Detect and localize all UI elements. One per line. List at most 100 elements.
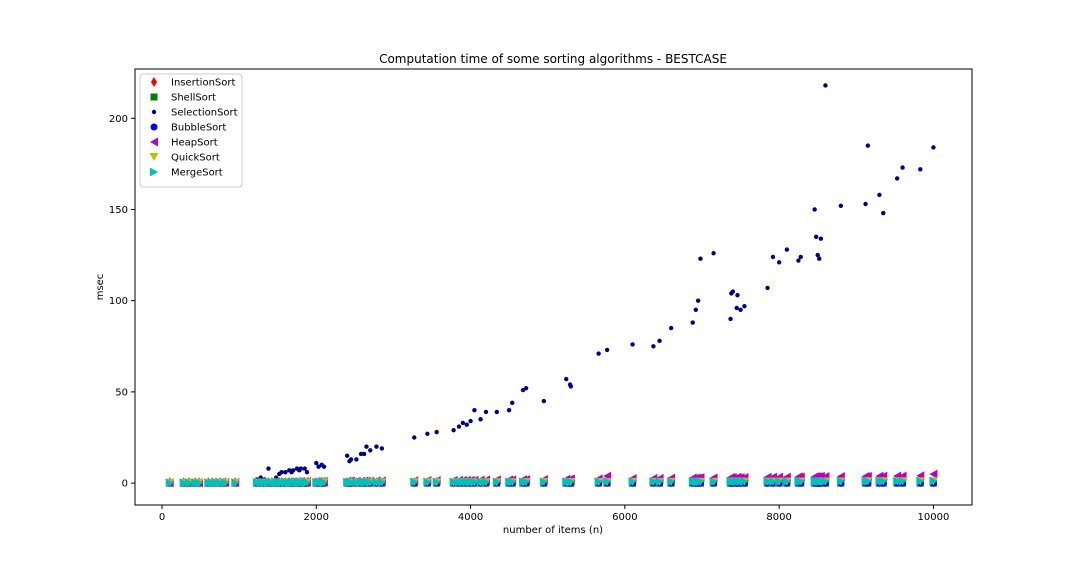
data-point-selectionsort: [765, 285, 770, 291]
data-point-selectionsort: [863, 201, 868, 207]
data-point-mergesort: [763, 476, 772, 486]
data-point-mergesort: [667, 477, 676, 487]
legend-item-bubblesort: BubbleSort: [150, 123, 226, 134]
data-point-mergesort: [320, 477, 328, 487]
data-point-mergesort: [470, 477, 479, 487]
data-point-selectionsort: [813, 234, 819, 240]
data-point-selectionsort: [596, 351, 601, 356]
data-point-mergesort: [594, 477, 603, 487]
data-point-selectionsort: [734, 305, 739, 311]
data-point-selectionsort: [302, 466, 307, 471]
data-point-selectionsort: [690, 320, 695, 325]
data-point-selectionsort: [494, 409, 499, 415]
data-point-mergesort: [879, 476, 888, 486]
data-point-mergesort: [836, 476, 845, 486]
data-point-selectionsort: [468, 418, 473, 424]
data-point-selectionsort: [478, 417, 483, 422]
data-point-heapsort: [929, 469, 938, 479]
data-point-mergesort: [410, 477, 419, 487]
data-point-selectionsort: [425, 431, 430, 437]
data-point-selectionsort: [344, 453, 350, 458]
data-point-mergesort: [165, 478, 174, 488]
data-point-selectionsort: [358, 451, 364, 457]
data-point-selectionsort: [698, 256, 703, 261]
data-point-selectionsort: [900, 165, 905, 170]
data-point-selectionsort: [798, 254, 803, 260]
legend-item-selectionsort: SelectionSort: [151, 108, 238, 119]
data-point-selectionsort: [374, 444, 379, 449]
data-point-mergesort: [898, 476, 907, 486]
data-point-selectionsort: [651, 344, 656, 349]
data-point-mergesort: [893, 476, 902, 486]
x-tick-label: 2000: [304, 512, 329, 523]
x-axis: 0 2000 4000 6000 8000 10000: [159, 505, 950, 523]
data-point-selectionsort: [483, 409, 489, 415]
data-point-mergesort: [821, 476, 830, 486]
data-point-selectionsort: [894, 176, 900, 181]
data-point-selectionsort: [818, 236, 823, 241]
legend-marker-bubblesort: [150, 123, 158, 131]
legend-item-heapsort: HeapSort: [150, 137, 218, 149]
data-point-mergesort: [628, 477, 637, 487]
data-point-selectionsort: [823, 83, 828, 88]
data-point-selectionsort: [604, 347, 610, 353]
plot-frame: [134, 68, 973, 506]
y-tick-label: 100: [109, 296, 128, 307]
data-point-mergesort: [539, 477, 548, 487]
data-point-selectionsort: [796, 258, 801, 263]
legend-frame: [139, 73, 243, 188]
data-point-selectionsort: [568, 384, 574, 389]
data-point-mergesort: [740, 476, 749, 486]
data-point-mergesort: [221, 478, 230, 488]
legend-item-insertionsort: InsertionSort: [151, 77, 235, 89]
data-point-selectionsort: [812, 207, 817, 212]
marks-layer: [165, 83, 938, 488]
legend-marker-selectionsort: [151, 109, 157, 115]
data-point-selectionsort: [541, 398, 547, 404]
data-point-selectionsort: [817, 256, 822, 261]
data-point-selectionsort: [877, 192, 882, 198]
legend-marker-shellsort: [150, 93, 158, 101]
data-point-mergesort: [492, 477, 501, 487]
data-point-mergesort: [696, 477, 705, 487]
legend-label-quicksort: QuickSort: [171, 153, 220, 164]
data-point-selectionsort: [931, 145, 936, 150]
data-point-selectionsort: [918, 167, 923, 172]
data-point-mergesort: [768, 476, 777, 486]
y-tick-label: 0: [122, 479, 128, 490]
data-point-mergesort: [377, 477, 386, 487]
data-point-selectionsort: [728, 316, 733, 322]
data-point-mergesort: [522, 477, 531, 487]
data-point-selectionsort: [510, 400, 515, 406]
legend-item-shellsort: ShellSort: [150, 93, 216, 104]
data-point-mergesort: [916, 476, 925, 486]
data-point-selectionsort: [506, 407, 512, 413]
y-tick-label: 50: [115, 387, 128, 398]
data-point-mergesort: [347, 477, 355, 487]
data-point-mergesort: [423, 477, 432, 487]
data-point-mergesort: [816, 476, 825, 486]
data-point-selectionsort: [564, 376, 569, 382]
legend-label-shellsort: ShellSort: [171, 93, 216, 104]
data-point-mergesort: [782, 476, 791, 486]
data-point-mergesort: [267, 478, 276, 488]
data-point-selectionsort: [784, 247, 790, 252]
data-point-selectionsort: [695, 298, 701, 303]
x-tick-label: 10000: [918, 512, 950, 523]
data-point-selectionsort: [412, 435, 417, 440]
legend-item-quicksort: QuickSort: [149, 153, 220, 164]
data-point-mergesort: [303, 477, 312, 487]
data-point-selectionsort: [711, 251, 716, 256]
data-point-selectionsort: [770, 254, 776, 260]
legend-label-selectionsort: SelectionSort: [171, 108, 238, 119]
data-point-mergesort: [372, 477, 381, 487]
data-point-selectionsort: [283, 469, 288, 475]
x-tick-label: 0: [159, 512, 165, 523]
data-point-selectionsort: [776, 260, 782, 265]
data-point-selectionsort: [451, 428, 456, 433]
data-point-mergesort: [655, 477, 664, 487]
data-point-selectionsort: [630, 342, 635, 347]
data-point-selectionsort: [348, 457, 354, 462]
data-point-selectionsort: [321, 464, 327, 469]
data-point-selectionsort: [472, 407, 477, 413]
